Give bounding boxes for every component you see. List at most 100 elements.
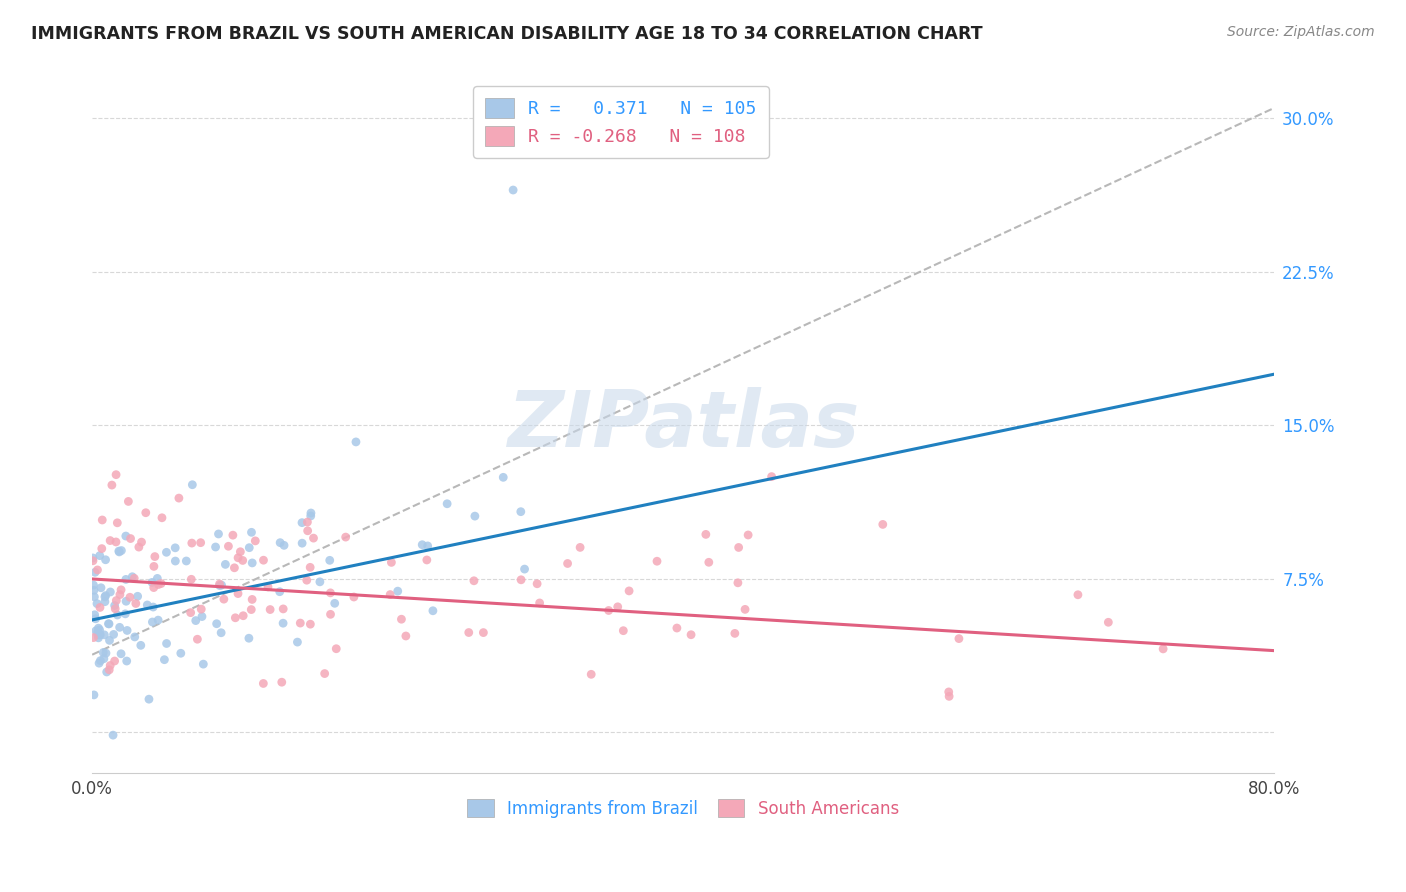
Point [104,599,127,613]
Point [120,532,142,546]
Point [150,510,173,524]
Point [569,541,592,555]
Point [115,624,138,638]
Point [598,603,620,617]
Point [319,607,342,622]
Point [238,632,260,646]
Point [94,589,117,603]
Point [83,583,105,598]
Point [98,663,121,677]
Point [204,540,226,554]
Point [86,563,108,577]
Point [193,657,215,672]
Point [391,612,413,626]
Point [606,599,628,614]
Point [190,535,212,549]
Text: ZIPatlas: ZIPatlas [508,387,859,464]
Point [89,628,111,642]
Point [290,616,312,631]
Point [411,538,433,552]
Point [89,623,111,637]
Point [105,516,128,530]
Point [146,571,169,585]
Point [91,646,114,660]
Point [287,635,309,649]
Point [115,654,138,668]
Point [165,554,187,568]
Point [314,666,336,681]
Point [124,630,146,644]
Point [727,575,749,590]
Point [938,690,960,704]
Point [153,653,176,667]
Point [150,576,173,591]
Point [269,584,291,599]
Point [83,688,105,702]
Point [94,646,117,660]
Point [271,616,294,631]
Point [93,651,115,665]
Point [579,667,602,681]
Point [291,516,314,530]
Point [309,574,332,589]
Point [142,581,165,595]
Point [131,535,153,549]
Point [209,625,232,640]
Point [167,491,190,505]
Point [697,555,720,569]
Point [115,573,138,587]
Point [118,591,141,605]
Point [724,626,747,640]
Point [226,586,249,600]
Point [271,602,294,616]
Point [101,478,124,492]
Point [416,539,439,553]
Point [87,656,110,670]
Point [948,632,970,646]
Point [472,625,495,640]
Point [142,600,165,615]
Point [1152,641,1174,656]
Point [299,617,322,632]
Point [380,555,402,569]
Point [186,632,208,647]
Point [240,556,263,570]
Point [207,527,229,541]
Point [240,525,263,540]
Point [734,602,756,616]
Point [93,628,115,642]
Point [737,528,759,542]
Point [89,628,111,642]
Point [252,553,274,567]
Point [114,529,136,543]
Point [323,596,346,610]
Point [761,469,783,483]
Point [938,685,960,699]
Point [165,541,187,555]
Legend: Immigrants from Brazil, South Americans: Immigrants from Brazil, South Americans [460,792,905,824]
Point [1097,615,1119,630]
Point [1067,588,1090,602]
Point [94,590,117,604]
Point [291,536,314,550]
Point [510,573,533,587]
Point [299,506,322,520]
Point [98,585,121,599]
Point [98,616,121,631]
Point [83,590,105,604]
Point [127,589,149,603]
Point [146,613,169,627]
Point [108,545,131,559]
Point [214,558,236,572]
Point [232,608,254,623]
Point [87,628,110,642]
Point [612,624,634,638]
Point [86,597,108,611]
Point [380,588,402,602]
Point [82,551,104,566]
Point [509,505,531,519]
Point [557,557,579,571]
Point [148,577,170,591]
Point [422,604,444,618]
Point [143,549,166,564]
